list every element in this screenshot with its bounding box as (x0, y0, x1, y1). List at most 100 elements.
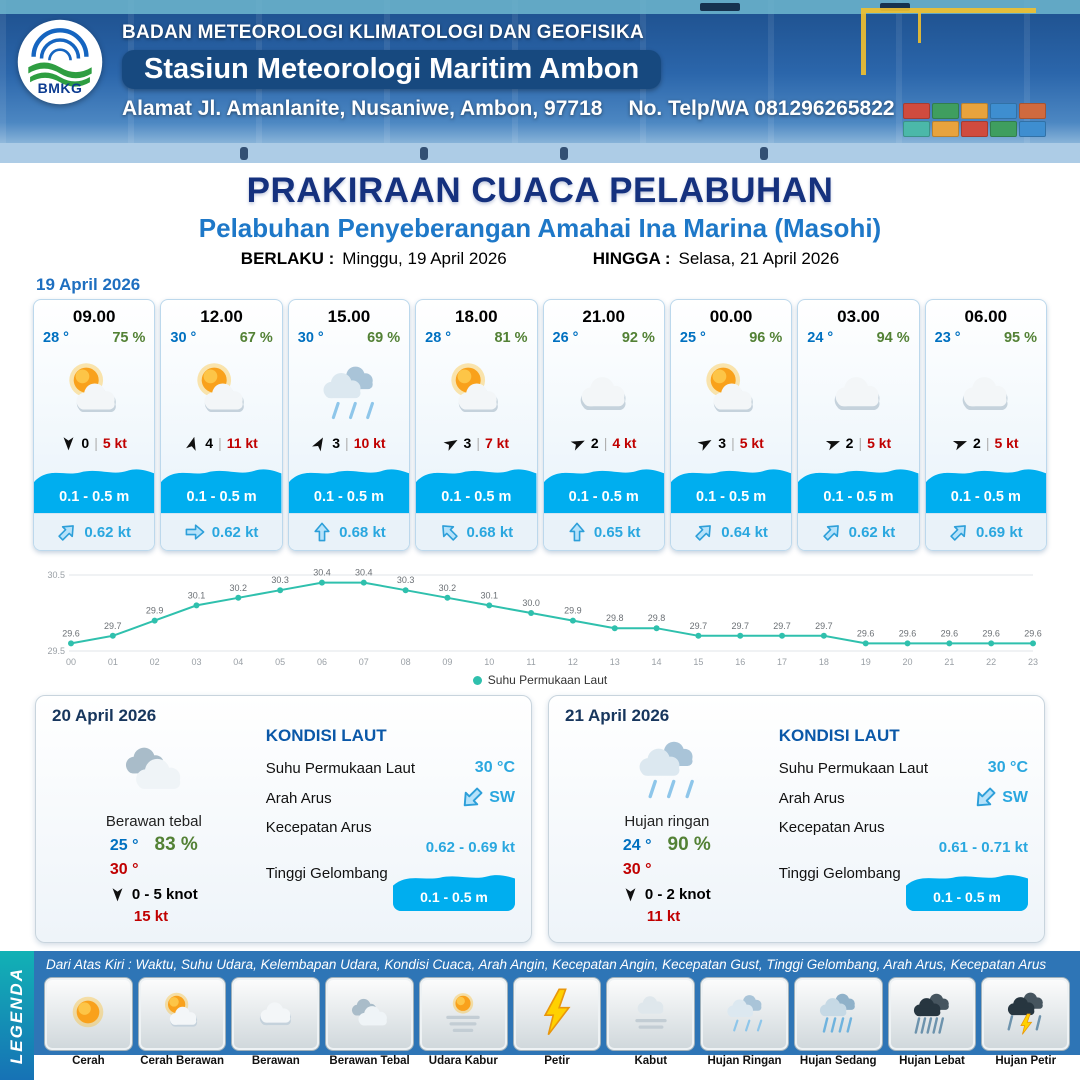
sst-row: Suhu Permukaan Laut 30 °C (778, 759, 1028, 777)
page-title: PRAKIRAAN CUACA PELABUHAN (246, 171, 834, 210)
daily-condition: Hujan ringan (624, 813, 710, 830)
svg-text:30.5: 30.5 (47, 570, 65, 580)
daily-date: 20 April 2026 (52, 706, 157, 725)
svg-text:29.6: 29.6 (899, 628, 917, 638)
hujan-petir-icon (999, 985, 1053, 1044)
wind-row: 0 | 5 kt (34, 435, 154, 457)
wave-height-band: 0.1 - 0.5 m (34, 457, 155, 513)
air-temperature: 30 ° (297, 330, 324, 346)
svg-text:03: 03 (191, 657, 201, 667)
current-direction-row: Arah Arus SW (779, 786, 1028, 810)
legend-title-strip: LEGENDA (0, 951, 34, 1080)
wave-height-band: 0.1 - 0.5 m (416, 457, 537, 513)
svg-text:29.8: 29.8 (606, 613, 624, 623)
current-row: 0.62 kt (34, 513, 155, 550)
legend-item-kabut: Kabut (606, 977, 696, 1067)
wind-row: 3 | 10 kt (289, 435, 409, 457)
sst-line-chart: 30.5 29.5 29.6 00 29.7 01 29.9 02 30.1 03 30.2 04 30… (47, 568, 1041, 667)
time-label: 06.00 (964, 307, 1008, 326)
time-label: 00.00 (709, 307, 753, 326)
daily-humidity: 83 % (154, 834, 198, 855)
current-row: 0.62 kt (161, 513, 282, 550)
current-speed: 0.62 kt (211, 523, 259, 541)
humidity: 69 % (367, 330, 401, 346)
svg-text:30.1: 30.1 (480, 590, 498, 600)
wind-speed: 5 kt (739, 435, 764, 451)
current-row: 0.64 kt (670, 513, 792, 550)
sea-conditions: KONDISI LAUT Suhu Permukaan Laut 30 °C A… (769, 726, 1028, 925)
wind-direction-icon (184, 434, 202, 452)
wind-row: 2 | 5 kt (798, 435, 918, 457)
ship-illustration (880, 3, 910, 11)
svg-text:04: 04 (233, 657, 243, 667)
svg-text:29.7: 29.7 (690, 621, 708, 631)
current-speed: 0.64 kt (721, 523, 768, 541)
person-illustration (420, 147, 428, 160)
air-temperature: 23 ° (934, 330, 961, 346)
weather-icon-cerah-berawan (34, 346, 154, 435)
legend-dot-icon (472, 675, 482, 685)
time-label: 09.00 (72, 307, 116, 326)
daily-forecast-row: 20 April 2026 Berawan tebal 25 ° 83 % 30… (35, 695, 1045, 943)
svg-text:21: 21 (944, 657, 954, 667)
wind-speed: 5 kt (102, 435, 127, 451)
wind-gust-value: 3 (718, 435, 727, 451)
valid-to-label: HINGGA : (592, 249, 671, 268)
wind-direction-icon (951, 433, 970, 452)
bmkg-logo: BMKG (16, 18, 104, 106)
legend-item-hujan-sedang: Hujan Sedang (793, 977, 883, 1067)
legend-item-hujan-ringan: Hujan Ringan (700, 977, 789, 1067)
legend-item-label: Berawan Tebal (329, 1055, 410, 1067)
sst-value: 30 °C (987, 759, 1028, 776)
hourly-forecast-card: 18.00 28 ° 81 % 3 | 7 kt 0.1 - 0.5 m 0.68 kt (415, 299, 538, 551)
hourly-forecast-card: 09.00 28 ° 75 % 0 | 5 kt 0.1 - 0.5 m 0.62 kt (33, 299, 156, 551)
legend-item-label: Cerah (72, 1055, 105, 1067)
sea-conditions-title: KONDISI LAUT (778, 726, 900, 745)
wind-row: 2 | 5 kt (926, 435, 1046, 457)
wave-height-value: 0.1 - 0.5 m (933, 889, 1001, 905)
humidity: 67 % (239, 330, 273, 346)
svg-text:02: 02 (150, 657, 160, 667)
svg-text:30.1: 30.1 (188, 590, 206, 600)
weather-icon-berawan (544, 346, 664, 435)
current-speed: 0.68 kt (339, 523, 386, 541)
humidity: 81 % (494, 330, 528, 346)
hujan-sedang-icon (811, 985, 865, 1044)
humidity: 95 % (1003, 330, 1037, 346)
daily-temp-min: 24 ° (622, 837, 652, 854)
svg-text:30.4: 30.4 (355, 568, 373, 578)
wind-gust-value: 2 (590, 435, 599, 451)
daily-temp-max: 30 ° (622, 861, 652, 878)
svg-text:29.6: 29.6 (941, 628, 959, 638)
current-speed: 0.62 kt (848, 523, 896, 541)
person-illustration (560, 147, 568, 160)
separator: | (476, 435, 480, 451)
current-direction-icon (968, 781, 1002, 815)
wave-height: 0.1 - 0.5 m (59, 489, 130, 505)
svg-text:10: 10 (484, 657, 494, 667)
svg-text:18: 18 (819, 657, 829, 667)
legend-description: Dari Atas Kiri : Waktu, Suhu Udara, Kele… (46, 957, 1047, 972)
current-speed: 0.68 kt (466, 523, 514, 541)
station-name: Stasiun Meteorologi Maritim Ambon (122, 50, 662, 89)
wind-direction-icon (441, 433, 461, 453)
svg-text:01: 01 (108, 657, 118, 667)
person-illustration (760, 147, 768, 160)
svg-text:06: 06 (317, 657, 327, 667)
legend-icon-card (887, 977, 977, 1051)
legend-icon-card (137, 977, 227, 1051)
daily-humidity: 90 % (667, 834, 711, 855)
air-temperature: 24 ° (807, 330, 834, 346)
legend-icon-card (44, 977, 133, 1051)
humidity: 96 % (749, 330, 783, 346)
humidity: 75 % (112, 330, 146, 346)
legend-item-label: Hujan Lebat (899, 1055, 965, 1067)
daily-condition: Berawan tebal (105, 813, 202, 830)
air-temperature: 30 ° (170, 330, 197, 346)
wind-gust-value: 0 (81, 435, 90, 451)
svg-text:29.7: 29.7 (773, 621, 791, 631)
legend-item-hujan-petir: Hujan Petir (981, 977, 1071, 1067)
wave-height-band: 0.1 - 0.5 m (288, 457, 410, 513)
wave-height-band: 0.1 - 0.5 m (798, 457, 919, 513)
time-label: 21.00 (582, 307, 625, 326)
